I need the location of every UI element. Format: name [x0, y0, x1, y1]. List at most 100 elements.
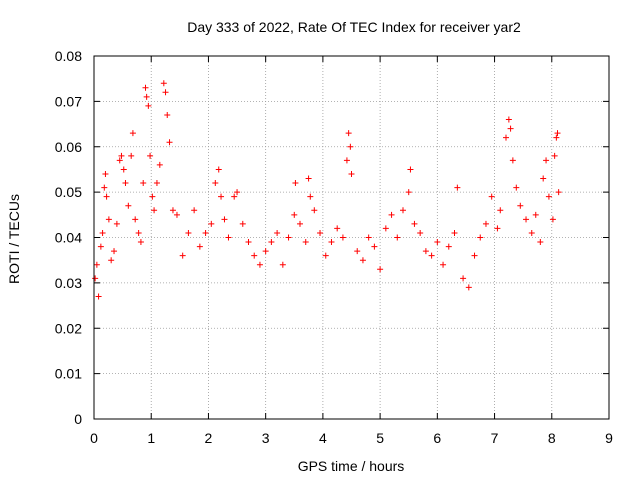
data-point: [185, 229, 192, 236]
data-point: [454, 184, 461, 191]
data-point: [135, 229, 142, 236]
data-point: [477, 234, 484, 241]
x-tick-label: 7: [491, 430, 499, 446]
data-point: [365, 234, 372, 241]
data-point: [503, 134, 509, 141]
data-point: [202, 229, 209, 236]
data-point: [140, 180, 147, 187]
grid: [94, 56, 609, 419]
data-point: [256, 261, 263, 268]
x-tick-label: 4: [319, 430, 327, 446]
data-point: [507, 125, 514, 132]
data-point: [307, 193, 314, 200]
data-point: [494, 225, 501, 232]
x-tick-label: 0: [90, 430, 98, 446]
data-point: [513, 184, 520, 191]
data-point: [221, 216, 228, 223]
data-point: [540, 175, 547, 182]
data-point: [543, 157, 550, 164]
data-point: [553, 134, 560, 141]
data-point: [394, 234, 401, 241]
data-point: [551, 152, 558, 159]
chart-title: Day 333 of 2022, Rate Of TEC Index for r…: [187, 19, 521, 35]
data-point: [451, 229, 458, 236]
data-point: [166, 139, 173, 146]
data-point: [334, 225, 341, 232]
data-point: [142, 84, 149, 91]
data-point: [128, 152, 135, 159]
data-point: [545, 193, 552, 200]
data-point: [291, 211, 298, 218]
data-point: [471, 252, 478, 259]
x-axis-title: GPS time / hours: [298, 458, 405, 474]
data-point: [347, 143, 354, 150]
data-point: [215, 166, 222, 173]
data-point: [97, 243, 104, 250]
data-point: [549, 216, 556, 223]
data-point: [377, 266, 384, 273]
data-point: [196, 243, 203, 250]
data-point: [305, 175, 312, 182]
data-point: [153, 180, 160, 187]
data-point: [156, 161, 163, 168]
data-point: [169, 207, 176, 214]
data-point: [122, 180, 129, 187]
data-point: [102, 170, 109, 177]
y-tick-label: 0: [74, 411, 82, 427]
data-point: [274, 229, 281, 236]
data-point: [555, 189, 562, 196]
data-point: [505, 116, 512, 123]
data-point: [262, 248, 269, 255]
x-tick-label: 9: [605, 430, 613, 446]
data-point: [120, 166, 127, 173]
data-point: [132, 216, 139, 223]
data-point: [537, 239, 544, 246]
data-point: [292, 180, 299, 187]
data-point: [173, 211, 180, 218]
data-point: [99, 229, 106, 236]
data-point: [125, 202, 132, 209]
data-point: [343, 157, 350, 164]
y-axis-title: ROTI / TECUs: [6, 194, 22, 284]
y-tick-label: 0.06: [55, 139, 82, 155]
data-point: [191, 207, 198, 214]
data-point: [162, 89, 169, 96]
y-tick-label: 0.04: [55, 230, 82, 246]
data-point: [92, 275, 99, 282]
data-point: [465, 284, 472, 291]
data-point: [354, 248, 361, 255]
data-point: [137, 239, 144, 246]
data-point: [328, 239, 335, 246]
y-tick-label: 0.02: [55, 320, 82, 336]
data-point: [116, 157, 123, 164]
data-point: [147, 152, 154, 159]
data-point: [239, 220, 246, 227]
data-point: [339, 234, 346, 241]
data-point: [382, 225, 389, 232]
y-tick-label: 0.05: [55, 184, 82, 200]
x-tick-label: 8: [548, 430, 556, 446]
x-tick-label: 6: [433, 430, 441, 446]
x-tick-label: 5: [376, 430, 384, 446]
data-point: [517, 202, 524, 209]
data-point: [440, 261, 447, 268]
data-point: [218, 193, 225, 200]
data-point: [129, 130, 136, 137]
data-point: [445, 243, 452, 250]
data-point: [554, 130, 561, 137]
data-point: [113, 220, 120, 227]
data-point: [532, 211, 539, 218]
data-point: [411, 220, 418, 227]
data-point: [279, 261, 286, 268]
y-tick-label: 0.08: [55, 48, 82, 64]
data-point: [118, 152, 125, 159]
data-point: [231, 193, 238, 200]
data-point: [371, 243, 378, 250]
data-point: [528, 229, 535, 236]
data-point: [345, 130, 352, 137]
data-point: [322, 252, 329, 259]
data-point: [149, 193, 156, 200]
data-point: [212, 180, 219, 187]
